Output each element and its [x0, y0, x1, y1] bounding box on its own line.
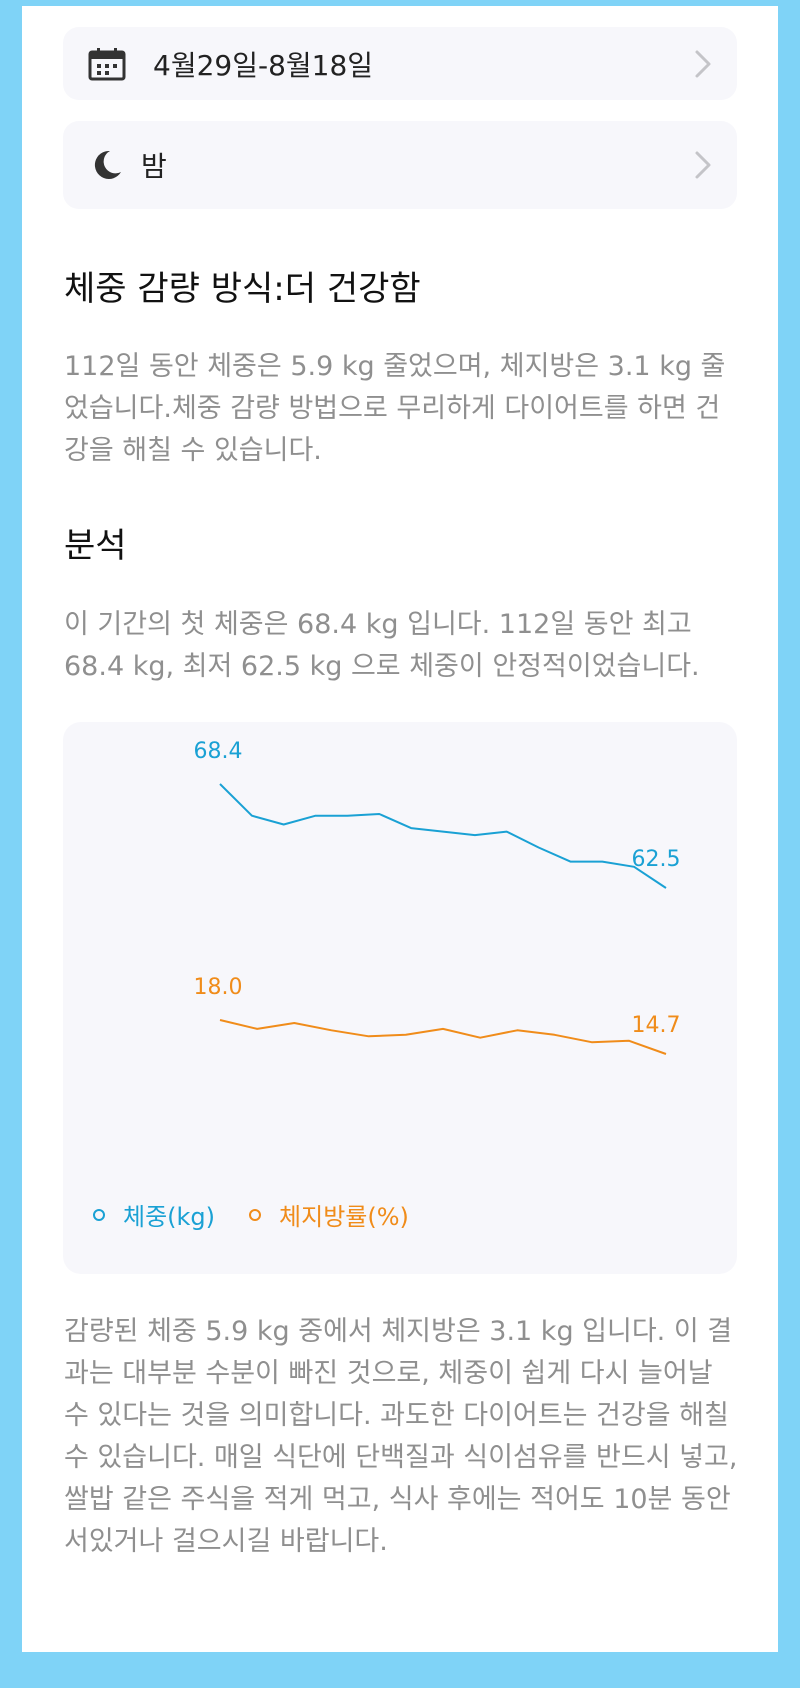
series-line-weight	[219, 783, 667, 889]
date-range-selector[interactable]: 4월29일-8월18일	[63, 27, 737, 100]
calendar-icon	[87, 44, 127, 84]
analysis-description: 이 기간의 첫 체중은 68.4 kg 입니다. 112일 동안 최고 68.4…	[64, 609, 700, 682]
legend-item-fat[interactable]: 체지방률(%)	[249, 1197, 409, 1232]
time-of-day-selector[interactable]: 밤	[63, 121, 737, 209]
date-range-label: 4월29일-8월18일	[153, 48, 374, 82]
legend-item-weight[interactable]: 체중(kg)	[93, 1197, 215, 1232]
data-label-start-weight: 68.4	[194, 739, 243, 764]
legend-marker-weight	[93, 1208, 105, 1221]
chart-canvas: 68.4 62.5 18.0 14.7	[194, 739, 681, 1055]
moon-icon	[87, 145, 127, 185]
time-of-day-label: 밤	[141, 150, 167, 183]
series-line-fat	[219, 1019, 667, 1055]
data-label-start-fat: 18.0	[194, 975, 243, 1000]
report-sheet: 4월29일-8월18일 밤 체중 감량 방식:더 건강함 112일 동안 체중은…	[22, 6, 778, 1652]
chart-legend: 체중(kg) 체지방률(%)	[93, 1197, 443, 1232]
method-title: 체중 감량 방식:더 건강함	[64, 269, 421, 309]
trend-chart: 68.4 62.5 18.0 14.7 체중(kg) 체지방률(%)	[63, 722, 737, 1274]
data-label-end-fat: 14.7	[632, 1013, 681, 1038]
method-description: 112일 동안 체중은 5.9 kg 줄었으며, 체지방은 3.1 kg 줄었습…	[64, 351, 726, 466]
chevron-right-icon	[691, 147, 715, 183]
analysis-title: 분석	[64, 526, 127, 566]
data-label-end-weight: 62.5	[632, 847, 681, 872]
legend-label-weight: 체중(kg)	[123, 1203, 216, 1231]
chevron-right-icon	[691, 46, 715, 82]
legend-marker-fat	[249, 1208, 262, 1221]
legend-label-fat: 체지방률(%)	[279, 1203, 409, 1231]
conclusion-text: 감량된 체중 5.9 kg 중에서 체지방은 3.1 kg 입니다. 이 결과는…	[64, 1316, 738, 1557]
